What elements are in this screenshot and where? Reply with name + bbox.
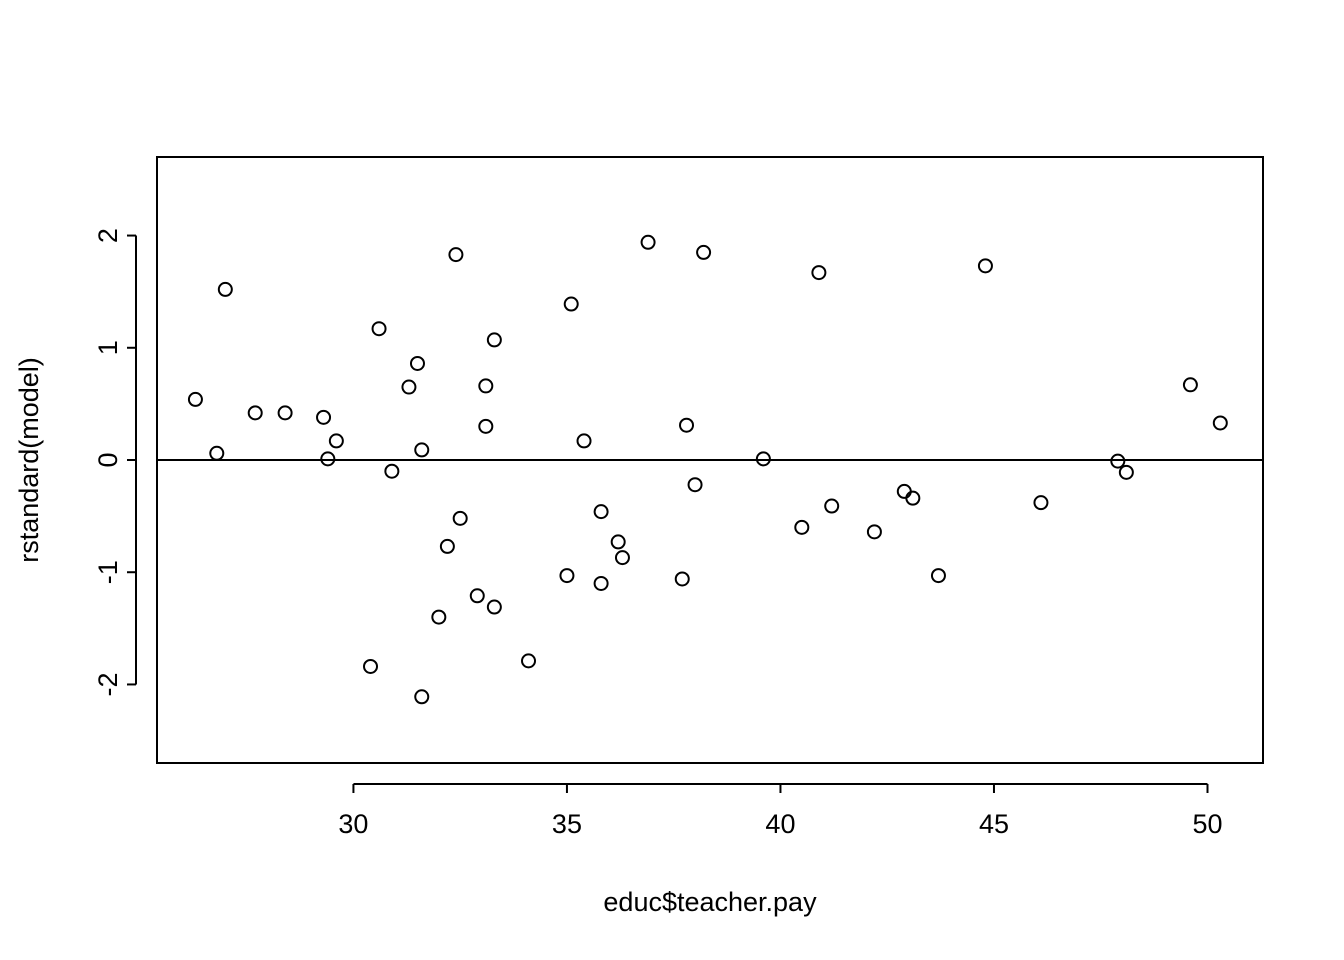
y-axis: -2 -1 0 1 2 — [93, 228, 137, 696]
data-point — [328, 433, 344, 449]
y-axis-title: rstandard(model) — [14, 357, 44, 563]
data-point — [811, 265, 827, 281]
data-point — [755, 451, 771, 467]
data-point — [563, 296, 579, 312]
data-point — [486, 599, 502, 615]
data-point — [614, 550, 630, 566]
data-point — [559, 568, 575, 584]
data-point — [674, 571, 690, 587]
x-axis: 30 35 40 45 50 — [338, 783, 1223, 839]
data-point — [431, 609, 447, 625]
data-point — [930, 568, 946, 584]
y-tick-label: -2 — [93, 672, 123, 696]
x-tick-label: 40 — [765, 809, 795, 839]
data-point — [486, 332, 502, 348]
y-tick-label: 1 — [93, 340, 123, 355]
data-point — [409, 355, 425, 371]
data-point — [478, 418, 494, 434]
data-point — [187, 391, 203, 407]
data-point — [640, 234, 656, 250]
x-tick-label: 45 — [979, 809, 1009, 839]
x-axis-title: educ$teacher.pay — [603, 887, 817, 917]
data-point — [247, 405, 263, 421]
data-point — [610, 534, 626, 550]
data-point — [576, 433, 592, 449]
data-point — [1118, 464, 1134, 480]
data-point — [824, 498, 840, 514]
data-point — [1033, 495, 1049, 511]
data-point — [452, 510, 468, 526]
data-point — [209, 445, 225, 461]
x-tick-label: 30 — [338, 809, 368, 839]
data-point — [1110, 453, 1126, 469]
x-tick-label: 35 — [552, 809, 582, 839]
data-point — [316, 409, 332, 425]
data-point — [1182, 377, 1198, 393]
data-point — [414, 442, 430, 458]
data-point — [414, 689, 430, 705]
y-tick-label: -1 — [93, 560, 123, 584]
data-point — [696, 244, 712, 260]
data-point — [384, 463, 400, 479]
data-point — [687, 477, 703, 493]
data-point — [977, 258, 993, 274]
data-point — [478, 378, 494, 394]
data-point — [593, 504, 609, 520]
data-point — [277, 405, 293, 421]
data-point — [401, 379, 417, 395]
data-point — [448, 247, 464, 263]
data-point — [905, 490, 921, 506]
data-point — [896, 483, 912, 499]
data-point — [469, 588, 485, 604]
data-point — [320, 451, 336, 467]
data-point — [593, 575, 609, 591]
data-point — [1212, 415, 1228, 431]
data-point — [371, 321, 387, 337]
data-point — [866, 524, 882, 540]
x-tick-label: 50 — [1192, 809, 1222, 839]
data-point — [794, 519, 810, 535]
data-point — [217, 281, 233, 297]
data-points — [187, 234, 1228, 705]
data-point — [679, 417, 695, 433]
data-point — [521, 653, 537, 669]
y-tick-label: 0 — [93, 452, 123, 467]
y-tick-label: 2 — [93, 228, 123, 243]
data-point — [363, 658, 379, 674]
data-point — [439, 538, 455, 554]
